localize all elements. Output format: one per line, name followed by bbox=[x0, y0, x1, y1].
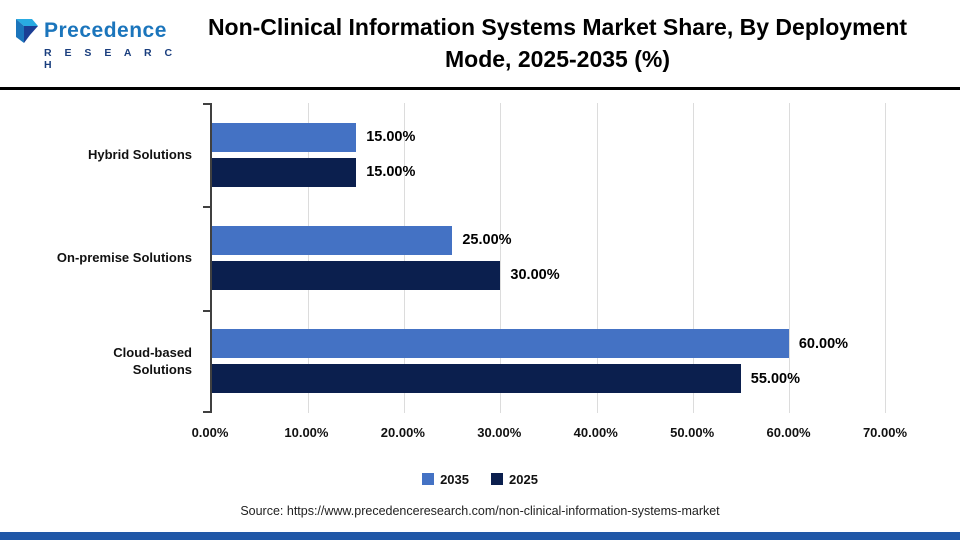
bar-value-label: 25.00% bbox=[462, 232, 512, 249]
legend-swatch-2025 bbox=[491, 473, 503, 485]
legend-item-2025: 2025 bbox=[491, 472, 538, 487]
x-tick-label: 50.00% bbox=[670, 425, 715, 440]
logo-icon bbox=[14, 17, 40, 45]
bar-2035-on-premise-solutions bbox=[212, 225, 453, 255]
x-tick-label: 10.00% bbox=[284, 425, 329, 440]
x-tick-label: 60.00% bbox=[766, 425, 811, 440]
category-label-hybrid-solutions: Hybrid Solutions bbox=[88, 146, 192, 162]
y-axis-tick bbox=[203, 103, 211, 105]
bar-row-2035-on-premise-solutions: 25.00% bbox=[212, 225, 885, 255]
bar-chart: Hybrid Solutions On-premise Solutions Clou… bbox=[0, 103, 960, 487]
bar-row-2025-on-premise-solutions: 30.00% bbox=[212, 260, 885, 290]
bar-row-2025-hybrid-solutions: 15.00% bbox=[212, 157, 885, 187]
source-text: Source: https://www.precedenceresearch.c… bbox=[240, 504, 720, 518]
category-label-on-premise-solutions: On-premise Solutions bbox=[56, 250, 192, 266]
gridline bbox=[692, 103, 694, 413]
bar-2025-cloud-based-solutions bbox=[212, 364, 741, 394]
y-axis-tick bbox=[203, 206, 211, 209]
bar-value-label: 15.00% bbox=[366, 164, 416, 181]
logo-subtext: R E S E A R C H bbox=[44, 46, 178, 71]
legend-label-2035: 2035 bbox=[440, 471, 469, 487]
legend-swatch-2035 bbox=[422, 473, 435, 485]
bar-2035-hybrid-solutions bbox=[212, 122, 357, 152]
category-labels: Hybrid Solutions On-premise Solutions Clou… bbox=[12, 103, 210, 413]
y-axis-tick bbox=[203, 411, 211, 413]
logo-text: Precedence bbox=[44, 18, 167, 42]
plot-area: 15.00% 15.00% 25.00% 30.00% 60.00% 55.00% bbox=[203, 103, 886, 413]
gridline bbox=[308, 103, 310, 413]
logo: Precedence R E S E A R C H bbox=[14, 17, 189, 71]
bar-2025-hybrid-solutions bbox=[212, 157, 357, 187]
bar-row-2035-hybrid-solutions: 15.00% bbox=[212, 122, 885, 152]
bottom-accent-bar bbox=[0, 532, 960, 540]
bar-value-label: 15.00% bbox=[366, 129, 416, 146]
gridline bbox=[885, 103, 886, 413]
legend: 2035 2025 bbox=[0, 471, 960, 487]
y-axis-tick bbox=[203, 309, 211, 312]
x-tick-label: 40.00% bbox=[573, 425, 618, 440]
legend-label-2025: 2025 bbox=[509, 471, 538, 487]
bar-group-hybrid-solutions: 15.00% 15.00% bbox=[212, 103, 885, 206]
bar-value-label: 55.00% bbox=[750, 370, 800, 387]
page-title: Non-Clinical Information Systems Market … bbox=[207, 14, 908, 72]
bar-group-on-premise-solutions: 25.00% 30.00% bbox=[212, 206, 885, 309]
bar-value-label: 60.00% bbox=[798, 335, 849, 352]
legend-item-2035: 2035 bbox=[422, 472, 469, 487]
gridline bbox=[596, 103, 598, 413]
x-tick-label: 30.00% bbox=[477, 425, 522, 440]
gridline bbox=[404, 103, 406, 413]
x-tick-label: 20.00% bbox=[380, 425, 425, 440]
x-tick-label: 0.00% bbox=[191, 425, 229, 440]
x-tick-label: 70.00% bbox=[862, 425, 908, 440]
bar-2035-cloud-based-solutions bbox=[212, 329, 789, 359]
bar-value-label: 30.00% bbox=[510, 267, 560, 284]
bar-row-2035-cloud-based-solutions: 60.00% bbox=[212, 329, 885, 359]
bar-2025-on-premise-solutions bbox=[212, 260, 501, 290]
bar-group-cloud-based-solutions: 60.00% 55.00% bbox=[212, 310, 885, 413]
plot-groups: 15.00% 15.00% 25.00% 30.00% 60.00% 55.00% bbox=[212, 103, 885, 413]
x-axis: 0.00% 10.00% 20.00% 30.00% 40.00% 50.00% 60.00… bbox=[192, 425, 907, 445]
header: Precedence R E S E A R C H Non-Clinical … bbox=[0, 0, 960, 90]
category-label-cloud-based-solutions: Cloud-based Solutions bbox=[113, 344, 192, 378]
bar-row-2025-cloud-based-solutions: 55.00% bbox=[212, 364, 885, 394]
gridline bbox=[788, 103, 790, 413]
gridline bbox=[500, 103, 502, 413]
